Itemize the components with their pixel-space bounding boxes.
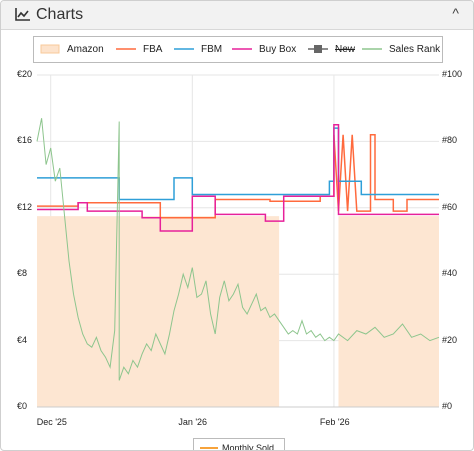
legend-swatch-new (308, 45, 328, 53)
panel-title: Charts (36, 6, 84, 23)
legend-label-buy-box: Buy Box (259, 44, 297, 55)
legend-swatch-monthly-sold (200, 447, 218, 449)
y-tick-label-right: #60 (442, 201, 458, 212)
legend-label-amazon: Amazon (67, 44, 104, 55)
legend-item-fbm[interactable]: FBM (174, 37, 224, 62)
x-tick-label: Feb '26 (319, 417, 350, 427)
legend-item-buy-box[interactable]: Buy Box (232, 37, 297, 62)
legend-label-sales-rank: Sales Rank (389, 44, 441, 55)
chart-legend: Amazon FBA FBM Buy Box New Sales Rank (33, 36, 443, 63)
y-tick-label-left: €20 (17, 69, 33, 79)
y-tick-label-right: #20 (442, 334, 458, 345)
legend-label-fba: FBA (143, 44, 163, 55)
legend-label-fbm: FBM (201, 44, 223, 55)
chevron-up-icon[interactable]: ^ (452, 5, 459, 21)
legend-label-monthly-sold: Monthly Sold (222, 443, 275, 451)
legend-swatch-fbm (174, 48, 194, 50)
legend-item-monthly-sold[interactable]: Monthly Sold (193, 438, 285, 451)
y-tick-label-right: #40 (442, 268, 458, 279)
series-line-fbm (37, 127, 439, 201)
series-line-sales-rank (36, 118, 440, 381)
line-chart-icon (15, 8, 30, 21)
legend-item-new[interactable]: New (308, 37, 356, 62)
series-area-amazon (37, 216, 439, 407)
y-tick-label-right: #0 (442, 401, 453, 411)
x-tick-label: Dec '25 (36, 417, 67, 427)
legend-swatch-buy-box (232, 48, 252, 50)
legend-swatch-fba (116, 48, 136, 50)
y-tick-label-left: €4 (17, 334, 28, 345)
legend-swatch-sales-rank (362, 48, 382, 50)
charts-panel-header[interactable]: Charts ^ (1, 1, 473, 30)
legend-item-sales-rank[interactable]: Sales Rank (362, 37, 440, 62)
y-tick-label-right: #80 (442, 135, 458, 146)
y-tick-label-left: €12 (17, 201, 33, 212)
legend-item-amazon[interactable]: Amazon (40, 37, 104, 62)
legend-label-new: New (335, 44, 356, 55)
y-tick-label-right: #100 (442, 69, 463, 79)
legend-swatch-amazon (40, 44, 60, 54)
legend-item-fba[interactable]: FBA (116, 37, 166, 62)
y-tick-label-left: €8 (17, 268, 28, 279)
x-tick-label: Jan '26 (178, 417, 208, 427)
y-tick-label-left: €0 (17, 401, 28, 411)
y-tick-label-left: €16 (17, 135, 33, 146)
series-line-buy-box (37, 124, 439, 232)
